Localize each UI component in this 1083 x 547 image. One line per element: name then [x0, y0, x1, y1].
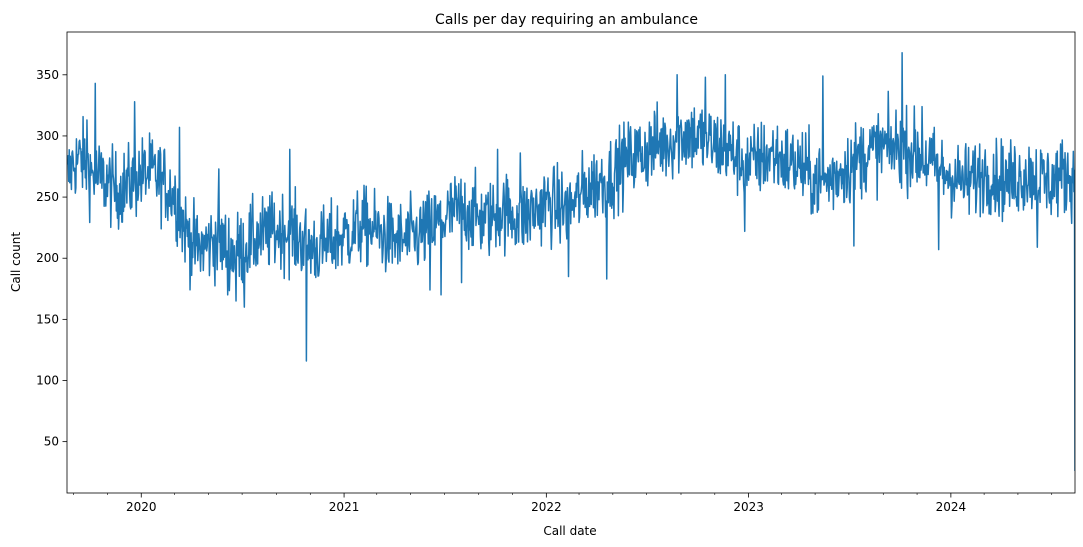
series-line: [67, 52, 1075, 471]
y-axis: 50 100 150 200 250 300 350: [36, 68, 67, 449]
x-tick-label: 2023: [733, 500, 764, 514]
y-tick-label: 250: [36, 190, 59, 204]
y-axis-title: Call count: [9, 232, 23, 292]
plot-area: [67, 52, 1075, 471]
x-tick-label: 2021: [329, 500, 360, 514]
x-axis-title: Call date: [543, 524, 596, 538]
y-tick-label: 200: [36, 251, 59, 265]
y-tick-label: 350: [36, 68, 59, 82]
y-tick-label: 150: [36, 312, 59, 326]
y-tick-label: 100: [36, 374, 59, 388]
plot-frame: [66, 31, 1076, 494]
chart-title: Calls per day requiring an ambulance: [435, 12, 698, 28]
y-tick-label: 300: [36, 129, 59, 143]
x-axis: 2020 2021 2022 2023 2024: [73, 493, 1053, 514]
x-tick-label: 2020: [126, 500, 157, 514]
y-tick-label: 50: [44, 435, 59, 449]
x-tick-label: 2024: [936, 500, 967, 514]
x-tick-label: 2022: [531, 500, 562, 514]
